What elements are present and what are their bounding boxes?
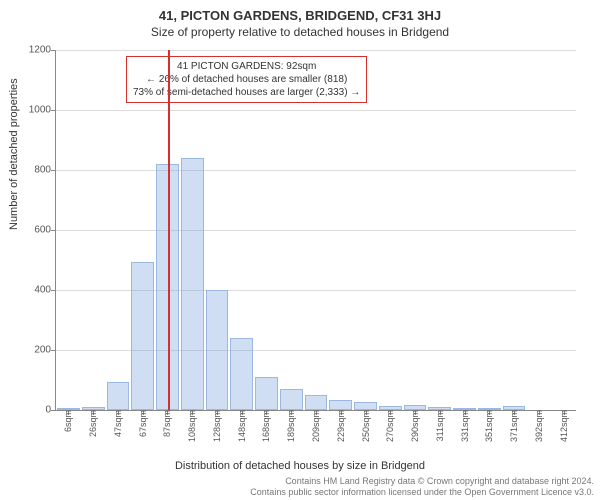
ytick-label: 600 [21, 225, 51, 236]
xtick-label: 148sqm [237, 410, 247, 442]
xtick-label: 67sqm [138, 410, 148, 437]
chart-footer: Contains HM Land Registry data © Crown c… [250, 476, 594, 498]
gridline [56, 50, 576, 51]
xtick-label: 47sqm [113, 410, 123, 437]
histogram-bar [181, 158, 204, 410]
xtick-label: 371sqm [509, 410, 519, 442]
ytick-mark [51, 230, 56, 231]
xtick-label: 6sqm [63, 410, 73, 432]
histogram-bar [206, 290, 229, 410]
ytick-mark [51, 350, 56, 351]
xtick-label: 26sqm [88, 410, 98, 437]
histogram-bar [255, 377, 278, 410]
ytick-label: 1200 [21, 45, 51, 56]
xtick-label: 168sqm [261, 410, 271, 442]
xtick-label: 189sqm [286, 410, 296, 442]
ytick-mark [51, 50, 56, 51]
xtick-label: 331sqm [460, 410, 470, 442]
footer-line-1: Contains HM Land Registry data © Crown c… [250, 476, 594, 487]
ytick-label: 800 [21, 165, 51, 176]
xtick-label: 270sqm [385, 410, 395, 442]
xtick-label: 392sqm [534, 410, 544, 442]
footer-line-2: Contains public sector information licen… [250, 487, 594, 498]
xtick-label: 290sqm [410, 410, 420, 442]
histogram-bar [107, 382, 130, 411]
xtick-label: 128sqm [212, 410, 222, 442]
ytick-label: 200 [21, 345, 51, 356]
ytick-label: 0 [21, 405, 51, 416]
ytick-mark [51, 170, 56, 171]
ytick-mark [51, 110, 56, 111]
ytick-label: 1000 [21, 105, 51, 116]
xtick-label: 229sqm [336, 410, 346, 442]
xtick-label: 250sqm [361, 410, 371, 442]
histogram-bar [354, 402, 377, 410]
xtick-label: 311sqm [435, 410, 445, 441]
ytick-mark [51, 290, 56, 291]
histogram-bar [329, 400, 352, 410]
chart-title-sub: Size of property relative to detached ho… [0, 23, 600, 43]
gridline [56, 230, 576, 231]
y-axis-label: Number of detached properties [8, 78, 20, 230]
property-marker-line [168, 50, 170, 410]
ytick-label: 400 [21, 285, 51, 296]
histogram-bar [280, 389, 303, 410]
marker-annotation-box: 41 PICTON GARDENS: 92sqm ← 26% of detach… [126, 56, 367, 103]
xtick-label: 412sqm [559, 410, 569, 442]
histogram-bar [305, 395, 328, 410]
chart-plot-area: 41 PICTON GARDENS: 92sqm ← 26% of detach… [55, 50, 576, 411]
chart-title-main: 41, PICTON GARDENS, BRIDGEND, CF31 3HJ [0, 0, 600, 23]
xtick-label: 87sqm [162, 410, 172, 437]
xtick-label: 351sqm [484, 410, 494, 442]
gridline [56, 170, 576, 171]
histogram-bar [230, 338, 253, 410]
xtick-label: 209sqm [311, 410, 321, 442]
xtick-label: 108sqm [187, 410, 197, 442]
gridline [56, 110, 576, 111]
histogram-bar [131, 262, 154, 411]
ytick-mark [51, 410, 56, 411]
x-axis-label: Distribution of detached houses by size … [0, 460, 600, 472]
